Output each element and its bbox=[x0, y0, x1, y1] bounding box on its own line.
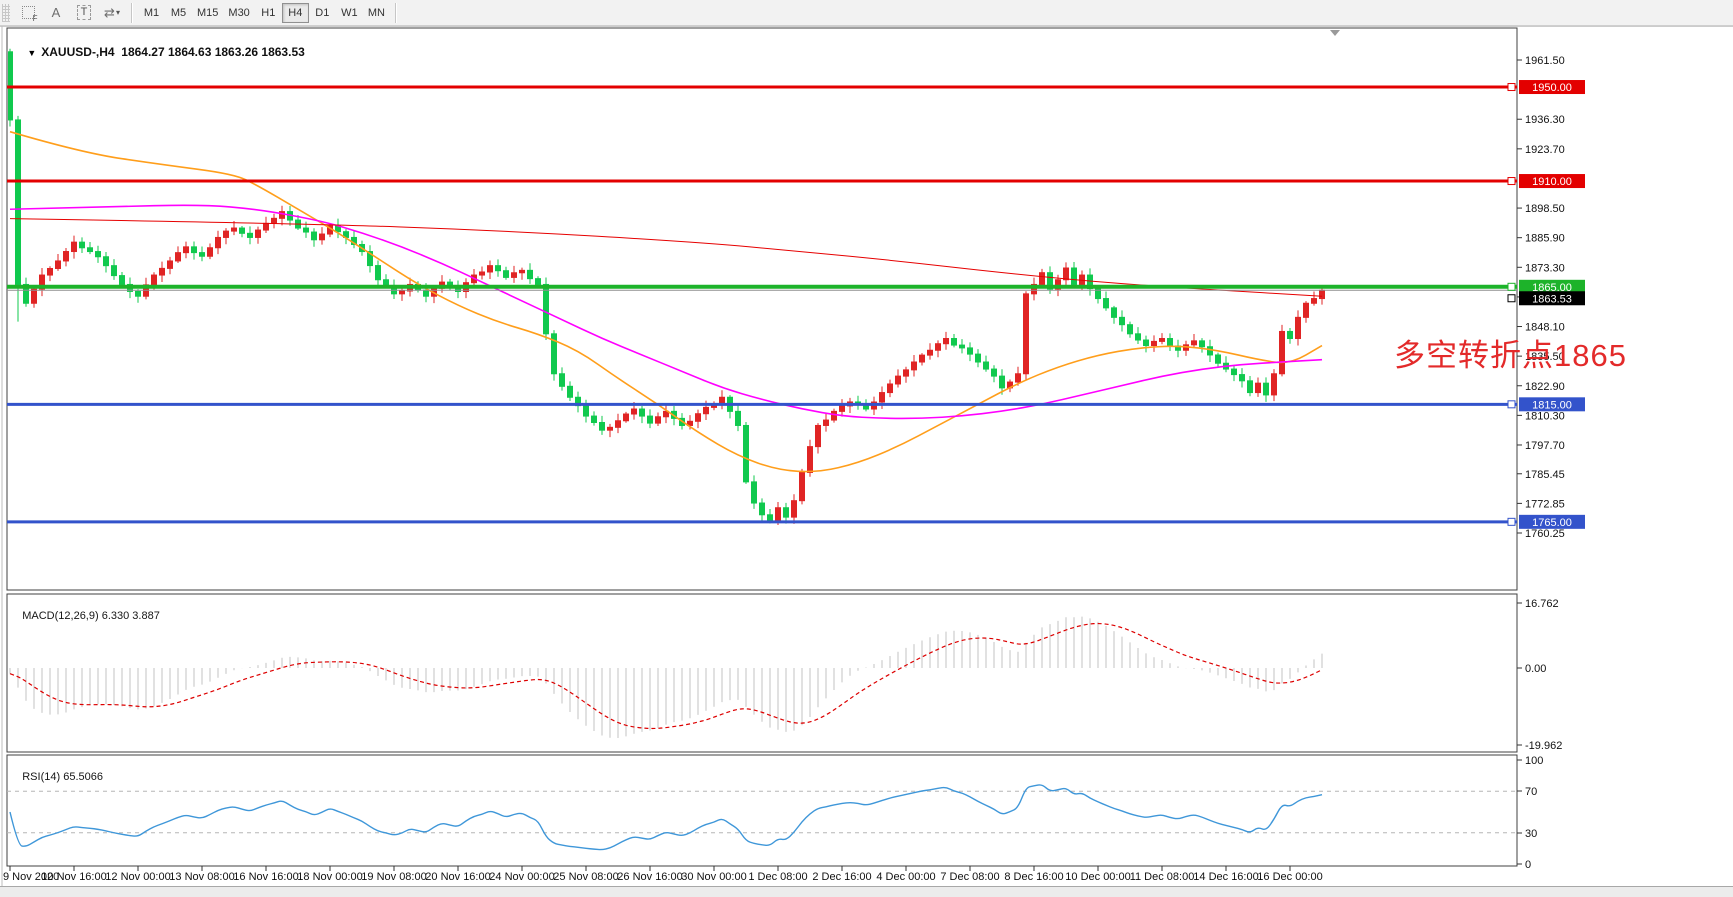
level-label-1865.00 bbox=[1519, 279, 1585, 294]
level-label-1950.00-marker bbox=[1507, 83, 1516, 92]
time-label: 20 Nov 16:00 bbox=[425, 871, 490, 883]
current-price-label bbox=[1519, 291, 1585, 306]
macd-histogram bbox=[9, 616, 1323, 738]
templates-grid-icon[interactable]: F bbox=[15, 1, 41, 24]
timeframe-H1-button[interactable]: H1 bbox=[255, 3, 282, 23]
rsi-panel[interactable] bbox=[6, 754, 1518, 867]
text-label-icon[interactable]: T bbox=[71, 1, 97, 24]
svg-text:1865.00: 1865.00 bbox=[1532, 282, 1572, 294]
svg-text:0: 0 bbox=[1525, 859, 1531, 871]
time-label: 7 Dec 08:00 bbox=[940, 871, 999, 883]
svg-text:-19.962: -19.962 bbox=[1525, 740, 1562, 752]
time-label: 8 Dec 16:00 bbox=[1004, 871, 1063, 883]
time-label: 10 Nov 16:00 bbox=[41, 871, 106, 883]
svg-text:1910.00: 1910.00 bbox=[1532, 176, 1572, 188]
annotation-text: 多空转折点1865 bbox=[1394, 338, 1627, 373]
time-label: 18 Nov 00:00 bbox=[297, 871, 362, 883]
ma-slow-red[interactable] bbox=[9, 218, 1323, 297]
level-label-1910.00-marker bbox=[1507, 177, 1516, 186]
time-label: 19 Nov 08:00 bbox=[361, 871, 426, 883]
macd-indicator-label: MACD(12,26,9) 6.330 3.887 bbox=[22, 610, 160, 622]
svg-text:30: 30 bbox=[1525, 828, 1537, 840]
macd-signal-line bbox=[9, 622, 1323, 730]
window-bottom-edge bbox=[0, 886, 1733, 897]
time-label: 12 Nov 00:00 bbox=[105, 871, 170, 883]
svg-text:1785.45: 1785.45 bbox=[1525, 469, 1565, 481]
level-label-1815.00-marker bbox=[1507, 400, 1516, 409]
time-label: 13 Nov 08:00 bbox=[169, 871, 234, 883]
svg-text:1863.53: 1863.53 bbox=[1532, 293, 1572, 305]
svg-text:1873.30: 1873.30 bbox=[1525, 262, 1565, 274]
svg-text:1961.50: 1961.50 bbox=[1525, 55, 1565, 67]
svg-text:1822.90: 1822.90 bbox=[1525, 381, 1565, 393]
timeframe-H4-button[interactable]: H4 bbox=[281, 2, 309, 23]
time-label: 25 Nov 08:00 bbox=[553, 871, 618, 883]
svg-text:70: 70 bbox=[1525, 786, 1537, 798]
time-label: 11 Dec 08:00 bbox=[1130, 871, 1195, 883]
timeframe-button-group: M1 M5 M15 M30 H1 H4 D1 W1 MN bbox=[138, 2, 390, 23]
svg-text:1923.70: 1923.70 bbox=[1525, 144, 1565, 156]
time-label: 16 Dec 00:00 bbox=[1257, 871, 1322, 883]
toolbar: F A T ⇄ ▾ M1 M5 M15 M30 H1 H4 D1 W1 MN bbox=[0, 0, 1733, 26]
toolbar-grip[interactable] bbox=[2, 3, 10, 22]
cycle-arrows-icon[interactable]: ⇄ ▾ bbox=[104, 4, 120, 20]
symbol-dropdown-icon[interactable]: ▼ bbox=[27, 48, 37, 58]
timeframe-M5-button[interactable]: M5 bbox=[165, 3, 192, 23]
rsi-indicator-label: RSI(14) 65.5066 bbox=[22, 771, 103, 783]
time-label: 26 Nov 16:00 bbox=[617, 871, 682, 883]
time-label: 2 Dec 16:00 bbox=[812, 871, 871, 883]
ma-mid-magenta[interactable] bbox=[9, 204, 1323, 420]
svg-text:1810.30: 1810.30 bbox=[1525, 410, 1565, 422]
time-label: 14 Dec 16:00 bbox=[1193, 871, 1258, 883]
font-a-icon[interactable]: A bbox=[51, 5, 61, 20]
level-label-1765.00 bbox=[1519, 514, 1585, 529]
level-label-1950.00 bbox=[1519, 80, 1585, 95]
timeframe-M1-button[interactable]: M1 bbox=[138, 3, 165, 23]
svg-text:1797.70: 1797.70 bbox=[1525, 440, 1565, 452]
chart-shift-marker-icon[interactable] bbox=[1330, 30, 1340, 36]
svg-text:1848.10: 1848.10 bbox=[1525, 322, 1565, 334]
time-label: 4 Dec 00:00 bbox=[876, 871, 935, 883]
svg-text:1772.85: 1772.85 bbox=[1525, 498, 1565, 510]
svg-text:1950.00: 1950.00 bbox=[1532, 82, 1572, 94]
timeframe-M15-button[interactable]: M15 bbox=[192, 3, 223, 23]
time-label: 1 Dec 08:00 bbox=[748, 871, 807, 883]
svg-text:1898.50: 1898.50 bbox=[1525, 203, 1565, 215]
timeframe-M30-button[interactable]: M30 bbox=[223, 3, 254, 23]
rsi-line bbox=[9, 784, 1323, 851]
chart-title: ▼ XAUUSD-,H4 1864.27 1864.63 1863.26 1863… bbox=[14, 31, 305, 73]
svg-text:1936.30: 1936.30 bbox=[1525, 114, 1565, 126]
dropdown-caret-icon[interactable]: ▾ bbox=[115, 8, 120, 17]
toolbar-separator bbox=[394, 2, 397, 23]
svg-text:1885.90: 1885.90 bbox=[1525, 233, 1565, 245]
symbol-ohlc-text: XAUUSD-,H4 1864.27 1864.63 1863.26 1863.… bbox=[41, 45, 305, 59]
time-label: 10 Dec 00:00 bbox=[1065, 871, 1130, 883]
level-label-1865.00-marker bbox=[1507, 282, 1516, 291]
toolbar-separator bbox=[131, 2, 133, 23]
time-label: 9 Nov 2020 bbox=[3, 871, 59, 883]
timeframe-MN-button[interactable]: MN bbox=[363, 3, 390, 23]
timeframe-D1-button[interactable]: D1 bbox=[309, 3, 336, 23]
svg-text:0.00: 0.00 bbox=[1525, 663, 1546, 675]
svg-text:1765.00: 1765.00 bbox=[1532, 517, 1572, 529]
ma-fast-orange[interactable] bbox=[9, 130, 1323, 473]
svg-text:1815.00: 1815.00 bbox=[1532, 399, 1572, 411]
macd-values: 6.330 3.887 bbox=[101, 610, 160, 622]
timeframe-W1-button[interactable]: W1 bbox=[336, 3, 363, 23]
time-label: 30 Nov 00:00 bbox=[681, 871, 746, 883]
svg-text:16.762: 16.762 bbox=[1525, 598, 1559, 610]
time-label: 16 Nov 16:00 bbox=[233, 871, 298, 883]
svg-text:1835.50: 1835.50 bbox=[1525, 351, 1565, 363]
level-label-1815.00 bbox=[1519, 397, 1585, 412]
current-price-label-marker bbox=[1507, 294, 1516, 303]
main-price-panel[interactable] bbox=[6, 27, 1518, 591]
rsi-value: 65.5066 bbox=[63, 771, 103, 783]
time-label: 24 Nov 00:00 bbox=[489, 871, 554, 883]
svg-text:100: 100 bbox=[1525, 755, 1543, 767]
svg-text:1760.25: 1760.25 bbox=[1525, 528, 1565, 540]
level-label-1765.00-marker bbox=[1507, 517, 1516, 526]
level-label-1910.00 bbox=[1519, 174, 1585, 189]
